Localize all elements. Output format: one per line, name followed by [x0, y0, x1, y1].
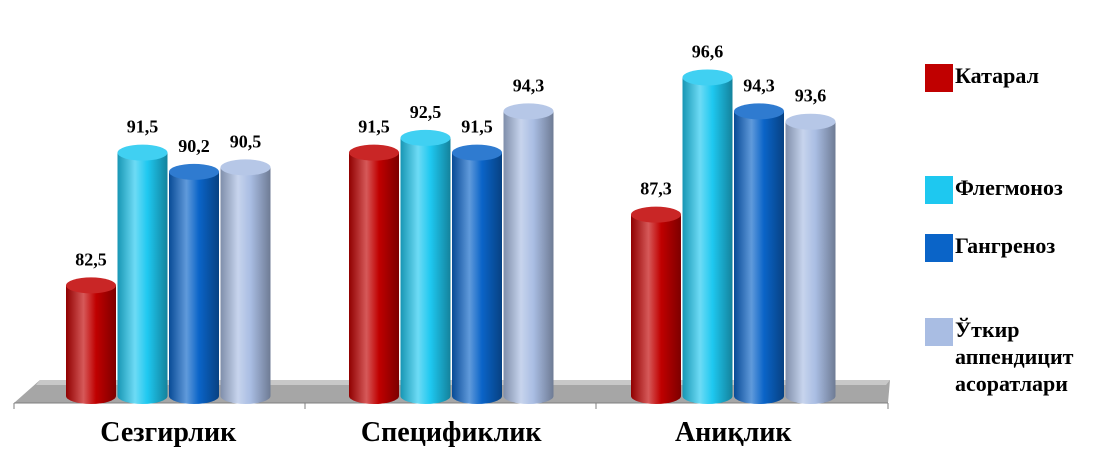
data-label: 94,3	[743, 75, 775, 95]
bar-body	[785, 121, 836, 404]
data-label: 91,5	[358, 117, 390, 137]
legend-item-gangrenous: Гангреноз	[925, 232, 1055, 262]
bar	[452, 144, 502, 404]
bar-body	[631, 214, 681, 404]
bar-body	[349, 152, 399, 404]
data-label: 82,5	[75, 249, 107, 269]
bar	[66, 277, 116, 404]
bar	[349, 144, 399, 404]
bar-body	[220, 167, 271, 404]
bar-body	[400, 137, 451, 405]
bar-body	[169, 171, 219, 404]
legend-swatch	[925, 234, 953, 262]
bar	[503, 103, 554, 405]
bar-body	[452, 152, 502, 404]
bar-cap	[631, 206, 681, 223]
bar-body	[734, 111, 784, 405]
data-label: 87,3	[640, 179, 672, 199]
bar-body	[682, 77, 733, 405]
bar-cap	[734, 103, 784, 120]
bar	[400, 129, 451, 405]
category-label: Сезгирлик	[100, 417, 237, 448]
bar-cap	[452, 144, 502, 161]
bar-cap	[349, 144, 399, 161]
legend-item-catarrhal: Катарал	[925, 62, 1039, 92]
bar	[734, 103, 784, 405]
bar	[117, 144, 168, 404]
data-label: 93,6	[795, 86, 827, 106]
legend-swatch	[925, 176, 953, 204]
bar	[169, 163, 219, 404]
legend-label: Катарал	[955, 63, 1039, 88]
bar	[220, 159, 271, 404]
bar-cap	[66, 277, 116, 294]
bar-cap	[503, 103, 554, 120]
data-label: 90,2	[178, 136, 210, 156]
legend-label: Флегмоноз	[955, 175, 1063, 200]
bar-cap	[682, 69, 733, 86]
bar-cap	[785, 113, 836, 130]
bar-cap	[400, 129, 451, 146]
legend-label: Гангреноз	[955, 233, 1056, 258]
bar-body	[503, 111, 554, 405]
bar-body	[117, 152, 168, 404]
bar-cap	[220, 159, 271, 176]
bar	[682, 69, 733, 405]
legend-item-complications: Ўткир аппендицит асоратлари	[925, 316, 1105, 397]
legend-swatch	[925, 64, 953, 92]
bar	[785, 113, 836, 404]
bar-body	[66, 285, 116, 404]
data-label: 92,5	[410, 102, 442, 122]
data-label: 94,3	[513, 75, 545, 95]
legend-item-phlegmonous: Флегмоноз	[925, 174, 1063, 204]
bar	[631, 206, 681, 404]
legend-label: Ўткир аппендицит асоратлари	[955, 317, 1074, 396]
bar-cap	[117, 144, 168, 161]
data-label: 90,5	[230, 131, 262, 151]
bar-cap	[169, 163, 219, 180]
category-label: Аниқлик	[675, 417, 792, 448]
data-label: 96,6	[692, 41, 724, 61]
data-label: 91,5	[127, 117, 159, 137]
legend-swatch	[925, 318, 953, 346]
data-label: 91,5	[461, 117, 493, 137]
category-label: Спецификлик	[361, 417, 543, 448]
